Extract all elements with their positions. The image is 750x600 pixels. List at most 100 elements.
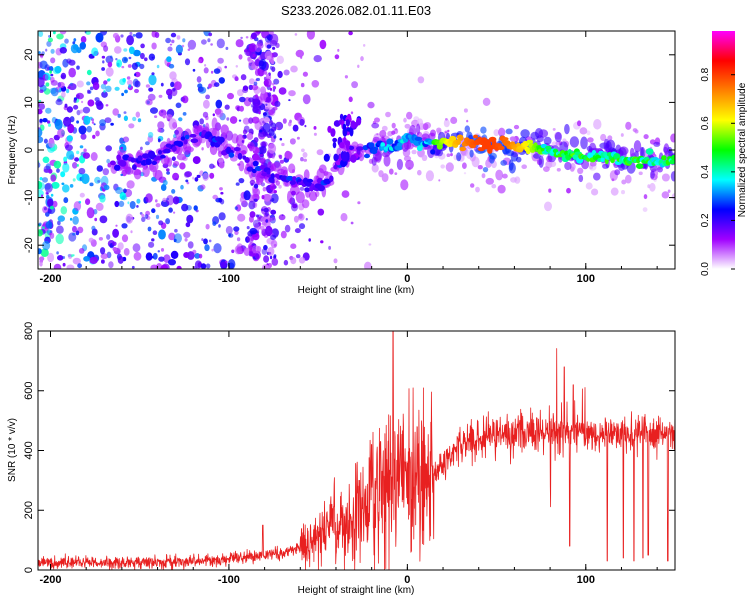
noise-speckle: [91, 121, 95, 124]
noise-speckle: [249, 78, 255, 85]
noise-speckle: [90, 152, 98, 161]
noise-speckle: [224, 65, 227, 69]
snr-panel: -200 -100 0 100 800 600 400 200 0 Height of stra…: [7, 322, 676, 596]
ridge-core: [671, 154, 675, 161]
noise-speckle: [103, 80, 108, 85]
noise-speckle: [313, 132, 317, 136]
noise-speckle: [371, 163, 379, 173]
ridge-core: [183, 139, 188, 145]
ridge-core: [600, 156, 605, 163]
noise-speckle: [234, 245, 242, 255]
noise-speckle: [288, 99, 291, 102]
noise-speckle: [162, 179, 168, 186]
ridge-core: [645, 148, 654, 155]
noise-speckle: [272, 46, 276, 50]
noise-speckle: [72, 162, 78, 169]
noise-speckle: [299, 118, 305, 126]
noise-speckle: [50, 80, 58, 86]
noise-speckle: [107, 78, 111, 81]
noise-speckle: [76, 120, 79, 124]
noise-speckle: [42, 118, 48, 123]
noise-speckle: [62, 184, 70, 193]
snr-marks: [38, 331, 675, 570]
noise-speckle: [263, 71, 268, 75]
noise-speckle: [284, 150, 291, 159]
noise-speckle: [136, 205, 139, 208]
noise-speckle: [68, 232, 77, 242]
noise-speckle: [83, 148, 87, 153]
noise-speckle: [237, 213, 246, 222]
noise-speckle: [155, 214, 160, 220]
ridge-halo: [533, 153, 541, 159]
noise-speckle: [150, 107, 158, 114]
noise-speckle: [95, 130, 100, 137]
noise-speckle: [509, 136, 516, 142]
noise-speckle: [116, 59, 122, 68]
noise-speckle: [258, 111, 261, 115]
noise-speckle: [313, 126, 317, 130]
spectrogram-xtick-label: 100: [577, 273, 595, 285]
noise-speckle: [394, 172, 398, 176]
ridge-halo: [650, 170, 655, 179]
noise-speckle: [253, 183, 259, 189]
ridge-core: [459, 146, 467, 152]
ridge-halo: [653, 141, 661, 147]
noise-speckle: [208, 32, 213, 37]
noise-speckle: [94, 217, 98, 222]
noise-speckle: [661, 173, 670, 182]
snr-xlabel: Height of straight line (km): [298, 585, 415, 596]
noise-speckle: [194, 253, 201, 259]
noise-speckle: [158, 229, 166, 240]
noise-speckle: [79, 192, 85, 198]
noise-speckle: [44, 64, 51, 71]
noise-speckle: [643, 194, 648, 200]
noise-speckle: [41, 226, 46, 230]
noise-speckle: [269, 136, 272, 138]
noise-speckle: [181, 44, 185, 48]
noise-speckle: [160, 82, 164, 87]
noise-speckle: [481, 173, 486, 179]
noise-speckle: [593, 119, 602, 130]
noise-speckle: [48, 123, 51, 127]
ridge-halo: [142, 165, 150, 178]
noise-speckle: [55, 99, 63, 106]
ridge-halo: [275, 180, 280, 186]
noise-speckle: [115, 186, 124, 195]
noise-speckle: [57, 220, 61, 226]
noise-speckle: [169, 71, 177, 80]
noise-speckle: [148, 87, 154, 92]
noise-speckle: [101, 259, 105, 264]
noise-speckle: [182, 38, 186, 43]
noise-speckle: [218, 161, 225, 169]
noise-speckle: [201, 238, 204, 242]
ridge-core: [525, 147, 531, 155]
noise-speckle: [53, 160, 62, 169]
noise-speckle: [120, 146, 124, 150]
noise-speckle: [238, 54, 243, 60]
noise-speckle: [72, 178, 76, 182]
noise-speckle: [62, 262, 66, 267]
noise-speckle: [165, 114, 173, 120]
noise-speckle: [82, 106, 91, 114]
noise-speckle: [76, 150, 80, 155]
noise-speckle: [268, 31, 274, 36]
noise-speckle: [229, 116, 238, 124]
noise-speckle: [600, 133, 607, 142]
ridge-halo: [543, 136, 552, 145]
noise-speckle: [128, 56, 132, 60]
noise-speckle: [95, 202, 104, 211]
noise-speckle: [115, 58, 118, 61]
noise-speckle: [510, 177, 517, 183]
noise-speckle: [151, 42, 157, 50]
noise-speckle: [389, 168, 394, 175]
noise-speckle: [42, 156, 50, 164]
noise-speckle: [38, 136, 44, 144]
noise-speckle: [132, 34, 136, 37]
noise-speckle: [44, 182, 53, 193]
noise-speckle: [125, 213, 134, 224]
noise-speckle: [224, 104, 230, 110]
ridge-core: [119, 160, 127, 167]
noise-speckle: [157, 250, 160, 253]
noise-speckle: [271, 257, 279, 266]
noise-speckle: [328, 245, 331, 250]
